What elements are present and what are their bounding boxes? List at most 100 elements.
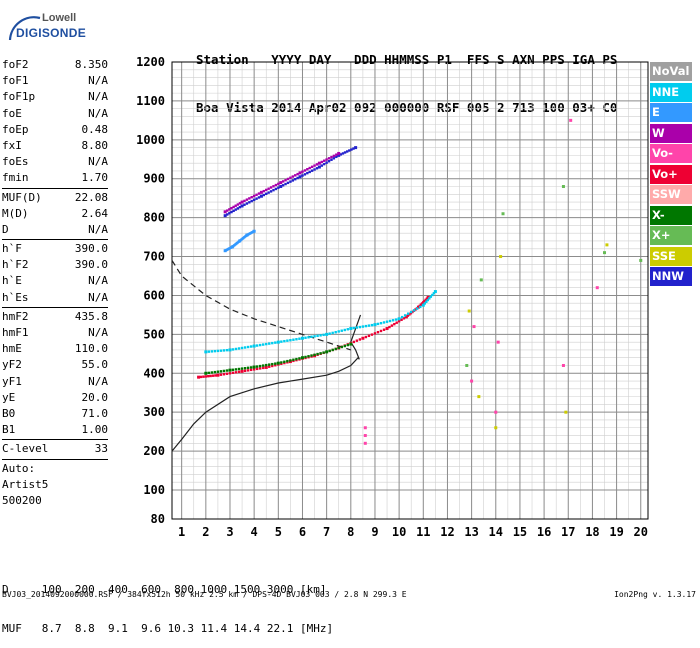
x-tick-label: 20 [634, 525, 648, 539]
data-point [411, 310, 414, 314]
data-point [354, 146, 358, 150]
param-row: h`F2 390.0 [2, 257, 108, 273]
data-point [303, 173, 307, 176]
data-point [339, 153, 343, 156]
data-point [352, 340, 356, 344]
data-point [479, 278, 483, 282]
header-labels: Station YYYY DAY DDD HHMMSS P1 FFS S AXN… [196, 52, 618, 67]
param-value: N/A [88, 106, 108, 120]
data-point [246, 369, 250, 372]
data-point [341, 152, 345, 155]
data-point [231, 348, 235, 351]
data-point [367, 324, 371, 327]
legend-item: Vo- [650, 144, 692, 163]
data-point [289, 180, 292, 183]
data-point [404, 315, 408, 319]
y-tick-label: 700 [143, 250, 165, 264]
data-point [257, 192, 261, 195]
param-name: foEp [2, 122, 29, 136]
y-tick-label: 800 [143, 211, 165, 225]
data-point [250, 199, 253, 203]
param-name: D [2, 222, 9, 236]
data-point [310, 165, 314, 169]
x-tick-label: 11 [416, 525, 430, 539]
data-point [296, 172, 299, 176]
data-point [213, 370, 217, 374]
data-point [252, 230, 255, 233]
legend-item: W [650, 123, 692, 143]
data-point [294, 174, 297, 177]
data-point [319, 334, 322, 337]
data-point [426, 298, 430, 302]
data-point [335, 153, 338, 156]
autoscale-info: Auto: [2, 461, 36, 475]
data-point [213, 349, 217, 353]
x-tick-label: 14 [489, 525, 503, 539]
data-point [280, 361, 283, 364]
x-tick-label: 12 [440, 525, 454, 539]
data-point [561, 363, 565, 367]
data-point [219, 349, 223, 352]
y-tick-label: 100 [143, 483, 165, 497]
data-point [561, 185, 565, 189]
data-point [236, 207, 240, 210]
data-point [281, 180, 285, 183]
data-point [255, 344, 259, 347]
data-point [240, 369, 244, 373]
data-point [409, 312, 413, 315]
param-value: 55.0 [81, 358, 109, 372]
data-point [496, 340, 500, 344]
data-point [231, 368, 235, 371]
data-point [249, 345, 253, 348]
x-tick-label: 2 [202, 525, 209, 539]
file-info-footer: BVJ03_2014092000000.RSF / 384fx512h 50 k… [2, 590, 407, 599]
data-point [355, 339, 359, 342]
data-point [216, 370, 220, 373]
data-point [252, 368, 256, 371]
legend-item: X+ [650, 226, 692, 245]
data-point [304, 355, 307, 359]
data-point [419, 303, 423, 306]
data-point [425, 297, 429, 300]
data-point [258, 367, 262, 370]
data-point [367, 334, 371, 338]
param-name: hmF1 [2, 326, 29, 339]
data-point [328, 349, 331, 353]
data-point [252, 198, 256, 202]
data-point [425, 300, 428, 303]
data-point [197, 375, 201, 379]
param-row: fxI 8.80 [2, 138, 108, 154]
data-point [308, 170, 311, 174]
data-point [419, 305, 422, 309]
data-point [249, 366, 253, 369]
data-point [243, 367, 247, 370]
data-point [246, 366, 250, 370]
logo-arc-icon [8, 16, 41, 41]
autoscale-info: Artist5 [2, 477, 49, 491]
data-point [250, 196, 253, 199]
y-tick-label: 1000 [136, 133, 165, 147]
param-row: foF1 N/A [2, 73, 108, 89]
data-point [301, 170, 304, 173]
data-point [274, 341, 277, 344]
data-point [406, 314, 410, 317]
data-point [279, 185, 283, 189]
data-point [259, 190, 263, 194]
data-point [304, 336, 307, 339]
profile-dashed-line [171, 260, 351, 351]
data-point [255, 365, 259, 368]
data-point [310, 169, 314, 172]
y-tick-label: 600 [143, 288, 165, 302]
data-point [225, 369, 229, 372]
data-point [420, 302, 424, 305]
data-point [477, 395, 481, 399]
data-point [222, 349, 226, 352]
param-row: hmF2 435.8 [2, 309, 108, 325]
data-point [271, 362, 274, 366]
data-point [426, 295, 430, 299]
data-point [295, 357, 298, 361]
data-point [272, 185, 275, 188]
param-value: 8.80 [81, 138, 109, 152]
data-point [249, 368, 253, 372]
x-tick-label: 13 [464, 525, 478, 539]
